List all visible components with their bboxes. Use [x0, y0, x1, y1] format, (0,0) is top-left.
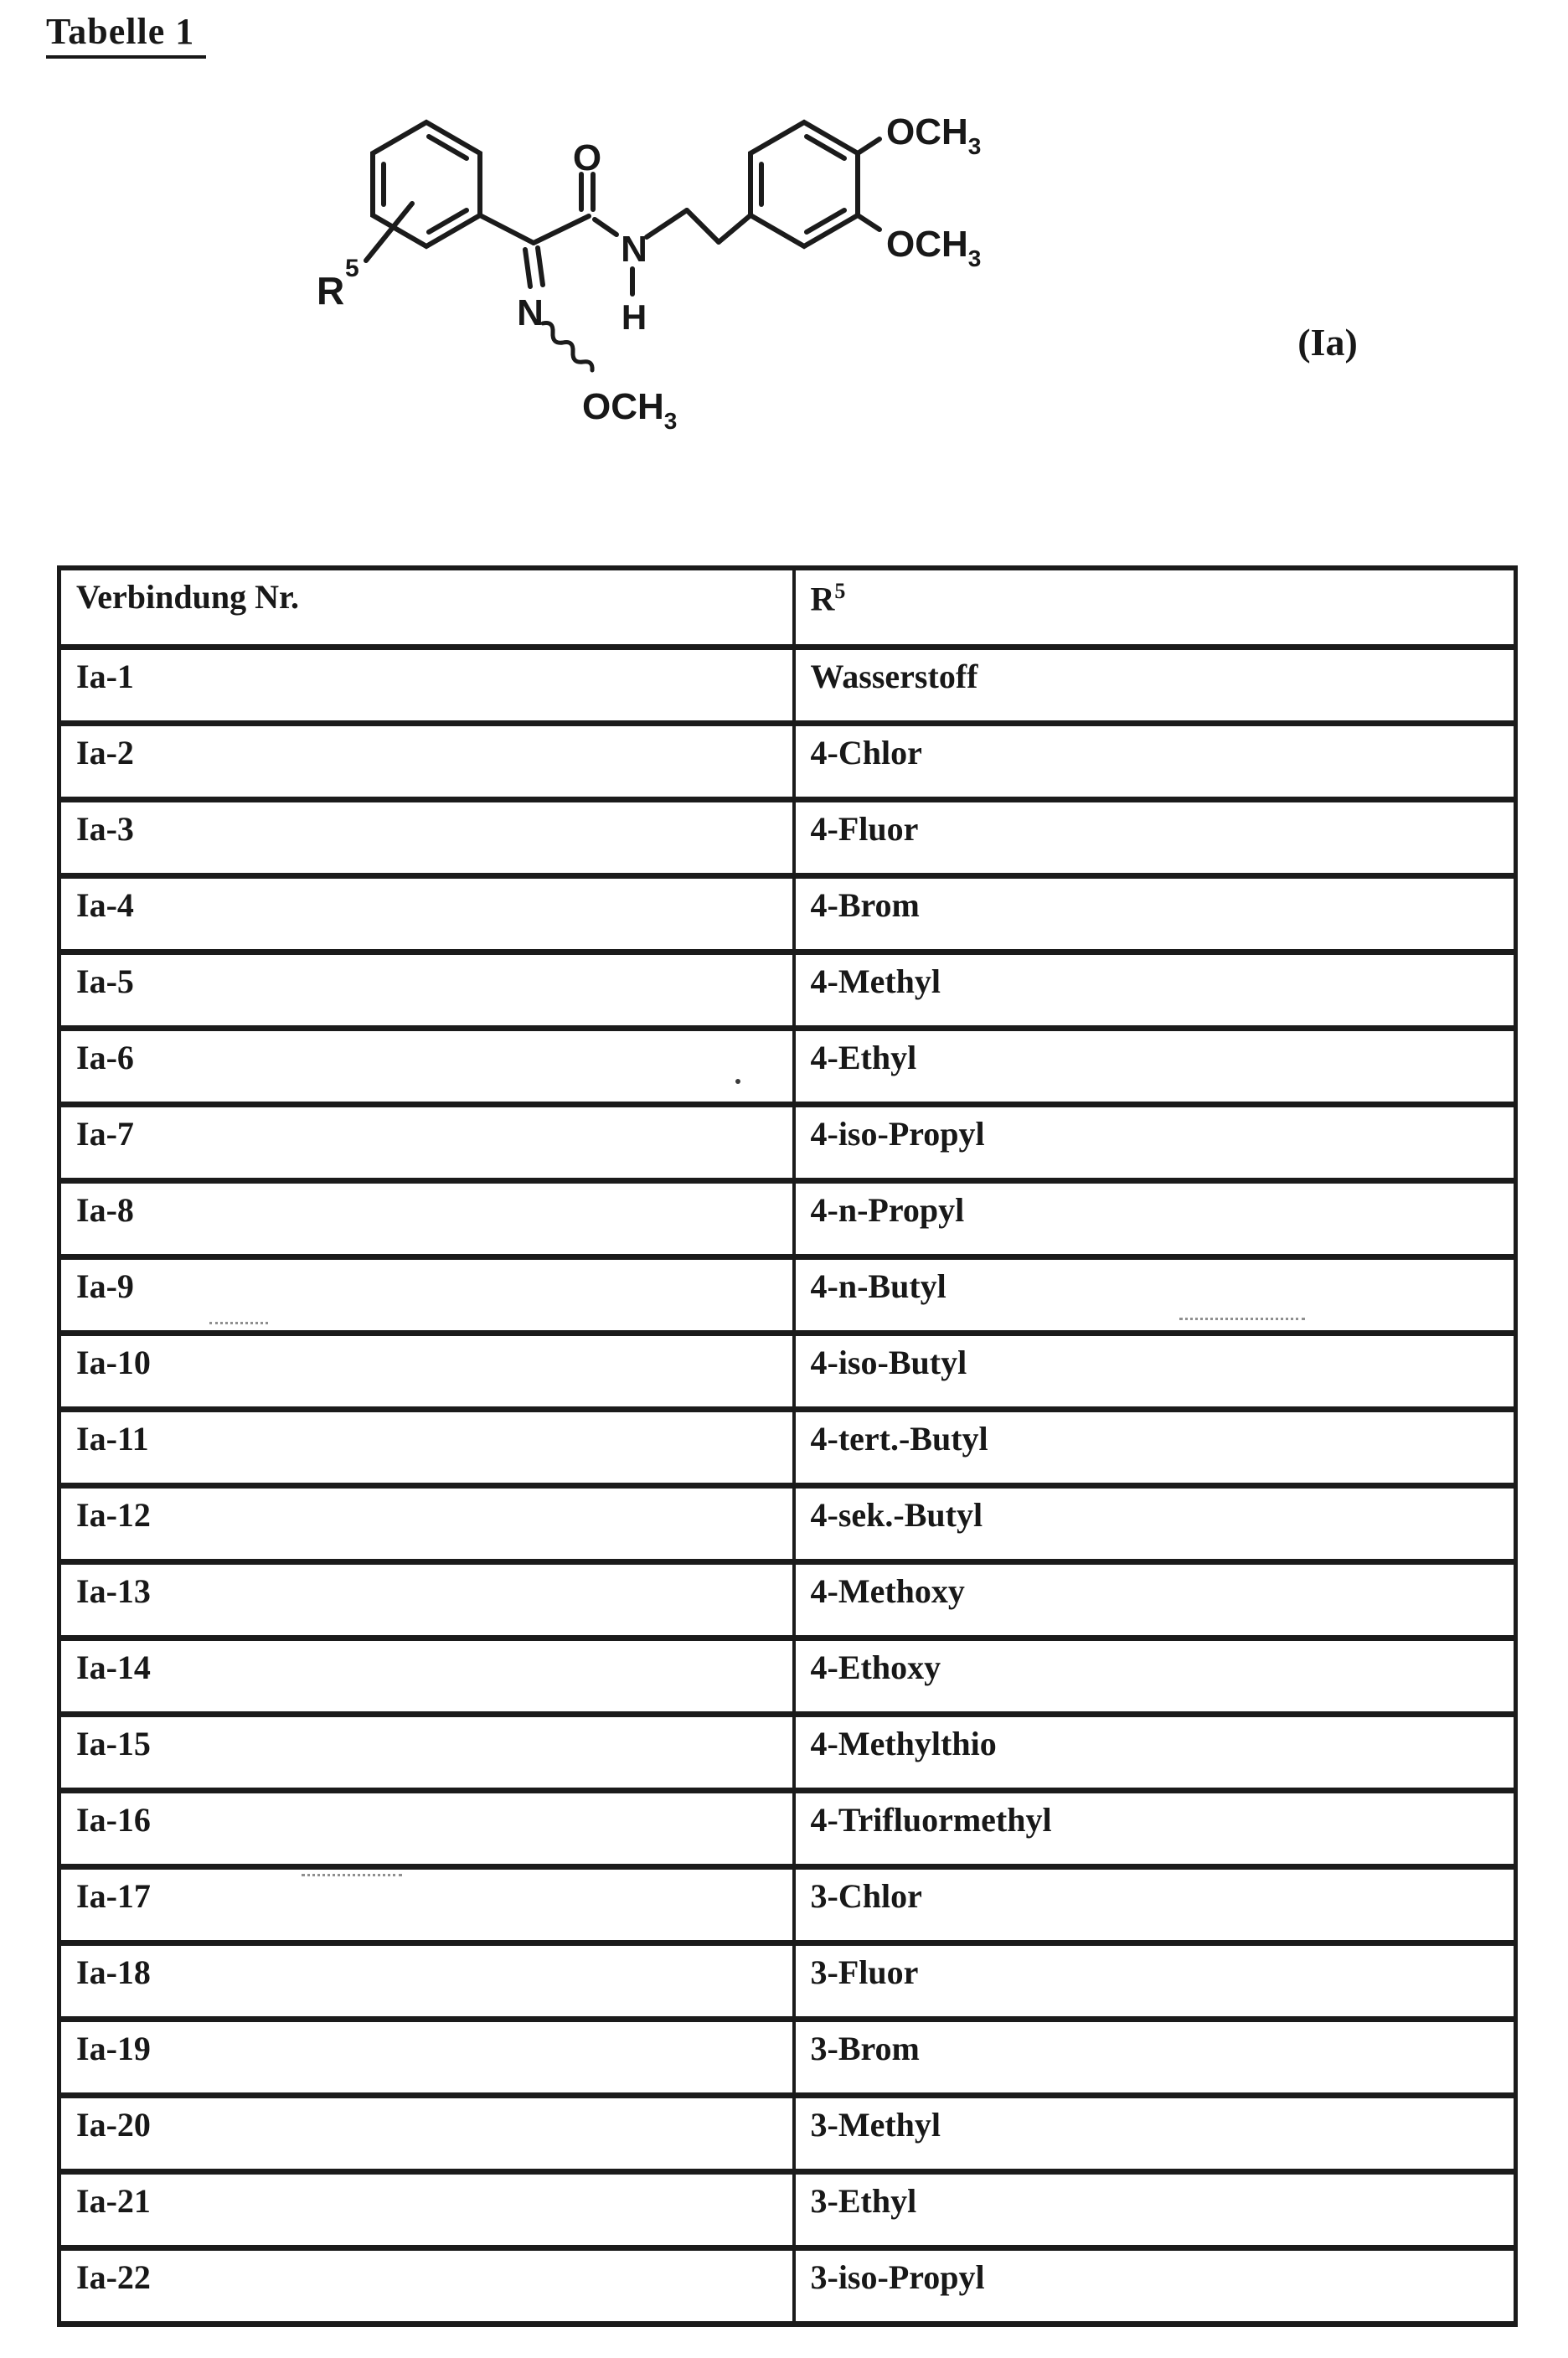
compound-number-cell: Ia-14 — [59, 1634, 794, 1714]
compound-number-cell: Ia-13 — [59, 1558, 794, 1638]
oxime-nitrogen-label: N — [517, 292, 544, 333]
compound-number-cell: Ia-22 — [59, 2244, 794, 2324]
left-benzene-ring — [370, 119, 482, 250]
page-title: Tabelle 1 — [46, 10, 207, 59]
table-row: Ia-5 4-Methyl — [59, 948, 1516, 1028]
table-row: Ia-11 4-tert.-Butyl — [59, 1406, 1516, 1485]
compound-number-cell: Ia-11 — [59, 1406, 794, 1485]
scan-artifact — [735, 1079, 740, 1084]
table-row: Ia-6 4-Ethyl — [59, 1024, 1516, 1104]
formula-ia-label: (Ia) — [1297, 321, 1358, 364]
table-row: Ia-3 4-Fluor — [59, 796, 1516, 875]
table-row: Ia-9 4-n-Butyl — [59, 1253, 1516, 1333]
table-row: Ia-17 3-Chlor — [59, 1863, 1516, 1943]
header-r5: R5 — [792, 568, 1516, 647]
r5-superscript: 5 — [345, 255, 359, 282]
compound-number-cell: Ia-3 — [59, 796, 794, 875]
r5-substituent-cell: 4-Trifluormethyl — [792, 1787, 1516, 1866]
r5-substituent-cell: 4-sek.-Butyl — [792, 1482, 1516, 1561]
r5-label: R — [317, 269, 344, 312]
header-verbindung-label: Verbindung Nr. — [76, 578, 300, 616]
r5-substituent-cell: 4-n-Propyl — [792, 1177, 1516, 1256]
table-row: Ia-10 4-iso-Butyl — [59, 1329, 1516, 1409]
compound-number-cell: Ia-15 — [59, 1710, 794, 1790]
compound-number-cell: Ia-10 — [59, 1329, 794, 1409]
compound-number-cell: Ia-19 — [59, 2015, 794, 2095]
oxime-group: N OCH3 — [477, 213, 677, 434]
r5-substituent-cell: 3-Chlor — [792, 1863, 1516, 1943]
table-row: Ia-20 3-Methyl — [59, 2092, 1516, 2171]
methoxy-top-group: OCH3 — [855, 111, 981, 159]
r5-substituent-cell: 4-Fluor — [792, 796, 1516, 875]
table-row: Ia-13 4-Methoxy — [59, 1558, 1516, 1638]
r5-substituent-cell: 4-Brom — [792, 872, 1516, 952]
scan-artifact — [1179, 1318, 1305, 1320]
table-header-row: Verbindung Nr. R5 — [59, 568, 1516, 647]
table-row: Ia-18 3-Fluor — [59, 1939, 1516, 2019]
r5-substituent-cell: 4-n-Butyl — [792, 1253, 1516, 1333]
chemical-structure: R 5 N OCH3 O N H — [317, 111, 1358, 434]
table-row: Ia-12 4-sek.-Butyl — [59, 1482, 1516, 1561]
r5-substituent-cell: 4-Ethoxy — [792, 1634, 1516, 1714]
carbonyl-oxygen-label: O — [573, 137, 601, 178]
table-row: Ia-7 4-iso-Propyl — [59, 1101, 1516, 1180]
scan-artifact — [302, 1874, 402, 1876]
r5-substituent-cell: 3-Fluor — [792, 1939, 1516, 2019]
right-benzene-ring — [748, 119, 860, 250]
compound-table: Verbindung Nr. R5 Ia-1 Wasserstoff Ia-2 4-C… — [57, 565, 1518, 2327]
compound-number-cell: Ia-6 — [59, 1024, 794, 1104]
compound-number-cell: Ia-21 — [59, 2168, 794, 2247]
compound-number-cell: Ia-5 — [59, 948, 794, 1028]
compound-number-cell: Ia-7 — [59, 1101, 794, 1180]
compound-number-cell: Ia-2 — [59, 720, 794, 799]
methoxy-bottom-group: OCH3 — [855, 213, 981, 271]
amide-group: O N H — [531, 137, 647, 337]
compound-number-cell: Ia-8 — [59, 1177, 794, 1256]
table-row: Ia-15 4-Methylthio — [59, 1710, 1516, 1790]
r5-substituent-cell: 3-Brom — [792, 2015, 1516, 2095]
header-verbindung-nr: Verbindung Nr. — [59, 568, 794, 647]
r5-substituent-cell: 4-Methoxy — [792, 1558, 1516, 1638]
amide-hydrogen-label: H — [622, 297, 647, 337]
r5-substituent-cell: 4-Methyl — [792, 948, 1516, 1028]
r5-substituent-cell: 4-tert.-Butyl — [792, 1406, 1516, 1485]
header-r5-label: R — [810, 580, 835, 618]
compound-number-cell: Ia-16 — [59, 1787, 794, 1866]
r5-substituent: R 5 — [317, 201, 415, 312]
table-row: Ia-22 3-iso-Propyl — [59, 2244, 1516, 2324]
table-row: Ia-16 4-Trifluormethyl — [59, 1787, 1516, 1866]
compound-number-cell: Ia-18 — [59, 1939, 794, 2019]
compound-number-cell: Ia-1 — [59, 643, 794, 723]
table-row: Ia-21 3-Ethyl — [59, 2168, 1516, 2247]
compound-number-cell: Ia-4 — [59, 872, 794, 952]
oxime-methoxy-label: OCH3 — [582, 386, 677, 434]
table-row: Ia-1 Wasserstoff — [59, 643, 1516, 723]
scan-artifact — [209, 1322, 268, 1324]
compound-number-cell: Ia-20 — [59, 2092, 794, 2171]
methoxy-bottom-label: OCH3 — [886, 224, 981, 271]
ethylene-chain — [644, 208, 753, 245]
table-row: Ia-8 4-n-Propyl — [59, 1177, 1516, 1256]
r5-substituent-cell: 4-iso-Propyl — [792, 1101, 1516, 1180]
r5-substituent-cell: 3-Ethyl — [792, 2168, 1516, 2247]
compound-number-cell: Ia-17 — [59, 1863, 794, 1943]
r5-substituent-cell: 3-Methyl — [792, 2092, 1516, 2171]
amide-nitrogen-label: N — [621, 229, 647, 270]
header-r5-superscript: 5 — [834, 579, 846, 603]
r5-substituent-cell: 4-iso-Butyl — [792, 1329, 1516, 1409]
methoxy-top-label: OCH3 — [886, 111, 981, 159]
r5-substituent-cell: 4-Methylthio — [792, 1710, 1516, 1790]
r5-substituent-cell: 3-iso-Propyl — [792, 2244, 1516, 2324]
wavy-bond — [540, 321, 595, 373]
r5-substituent-cell: 4-Ethyl — [792, 1024, 1516, 1104]
table-row: Ia-2 4-Chlor — [59, 720, 1516, 799]
table-row: Ia-14 4-Ethoxy — [59, 1634, 1516, 1714]
table-row: Ia-19 3-Brom — [59, 2015, 1516, 2095]
table-row: Ia-4 4-Brom — [59, 872, 1516, 952]
compound-number-cell: Ia-12 — [59, 1482, 794, 1561]
r5-substituent-cell: 4-Chlor — [792, 720, 1516, 799]
r5-substituent-cell: Wasserstoff — [792, 643, 1516, 723]
compound-number-cell: Ia-9 — [59, 1253, 794, 1333]
